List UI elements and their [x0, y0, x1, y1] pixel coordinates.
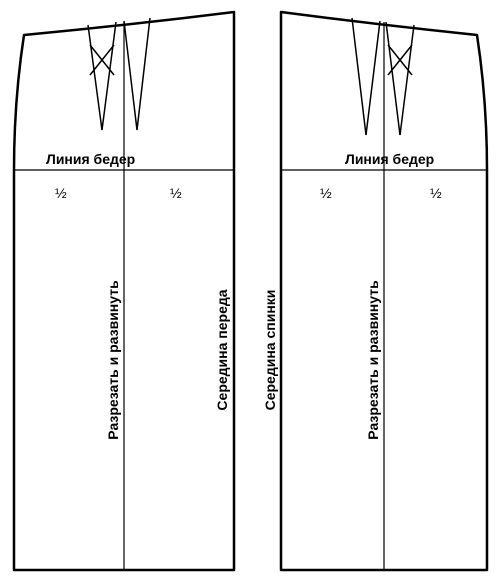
- pattern-diagram: Линия бедер ½ ½ Середина переда Разрезат…: [0, 0, 500, 587]
- front-hip-label: Линия бедер: [46, 151, 135, 167]
- back-piece: Линия бедер ½ ½ Середина спинки Разрезат…: [262, 12, 487, 570]
- front-center-label: Середина переда: [214, 289, 230, 410]
- front-piece: Линия бедер ½ ½ Середина переда Разрезат…: [14, 12, 234, 570]
- back-cut-label: Разрезать и развинуть: [365, 280, 381, 440]
- back-half-right: ½: [430, 185, 442, 201]
- front-half-right: ½: [170, 185, 182, 201]
- back-hip-label: Линия бедер: [345, 151, 434, 167]
- back-center-label: Середина спинки: [262, 290, 278, 411]
- front-half-left: ½: [55, 185, 67, 201]
- back-half-left: ½: [320, 185, 332, 201]
- front-cut-label: Разрезать и развинуть: [105, 280, 121, 440]
